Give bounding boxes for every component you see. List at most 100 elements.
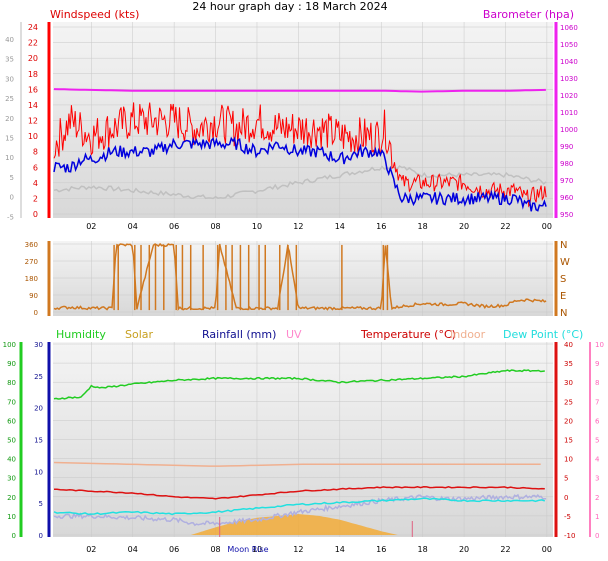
rain-tick: 20 [34,405,43,413]
direction-tick: 180 [25,275,38,283]
wind-tick: 0 [33,210,38,219]
uv-tick: 3 [595,475,599,483]
humidity-line [53,369,545,400]
legend-item: Indoor [450,328,486,341]
x-tick-label: 04 [128,545,138,554]
x-tick-label: 06 [169,222,179,231]
x-tick-label: 02 [86,545,96,554]
wind-tick: 18 [28,70,38,79]
baro-tick: 1050 [560,41,578,49]
x-tick-label: 18 [418,222,428,231]
temperature-tick: 0 [564,494,568,502]
baro-tick: 970 [560,177,573,185]
humidity-tick: 40 [7,456,16,464]
x-tick-label: 16 [376,222,386,231]
humidity-tick: 100 [3,341,16,349]
legend-item: UV [286,328,302,341]
rain-tick: 10 [34,468,43,476]
solar-area [190,514,398,535]
x-tick-label: 20 [459,222,469,231]
compass-label: N [560,240,567,251]
outer-wind-tick: 30 [5,75,14,83]
x-tick-label: 00 [542,222,552,231]
legend-item: Temperature (°C) [360,328,456,341]
baro-line [53,88,546,93]
baro-axis-label: Barometer (hpa) [483,8,574,21]
rain-tick: 30 [34,341,43,349]
wind-tick: 2 [33,194,38,203]
humidity-tick: 0 [12,532,16,540]
wind-tick: 6 [33,163,38,172]
temperature-tick: 40 [564,341,573,349]
temperature-tick: 5 [564,475,568,483]
uv-tick: 0 [595,532,599,540]
wind-gust-line [53,102,547,208]
baro-tick: 1030 [560,75,578,83]
baro-tick: 990 [560,143,573,151]
wind-axis-label: Windspeed (kts) [50,8,139,21]
outer-wind-tick: 40 [5,36,14,44]
baro-tick: 1040 [560,58,578,66]
uv-tick: 4 [595,456,600,464]
outer-wind-tick: 10 [5,154,14,162]
wind-tick: 8 [33,148,38,157]
direction-tick: 360 [25,241,38,249]
temperature-line [54,486,545,500]
wind-tick: 24 [28,23,38,32]
graph-title: 24 hour graph day : 18 March 2024 [192,0,387,13]
legend-item: Humidity [56,328,106,341]
temperature-tick: 25 [564,398,573,406]
wind-tick: 10 [28,132,38,141]
direction-line [53,242,547,312]
x-tick-label: 10 [252,545,262,554]
rain-tick: 5 [39,500,43,508]
humidity-tick: 50 [7,437,16,445]
indoor-line [53,461,541,467]
direction-tick: 270 [25,258,38,266]
humidity-tick: 60 [7,417,16,425]
x-tick-label: 08 [210,545,220,554]
uv-tick: 5 [595,437,599,445]
x-tick-label: 22 [500,545,510,554]
uv-tick: 7 [595,398,599,406]
wind-tick: 22 [28,39,38,48]
x-tick-label: 18 [418,545,428,554]
uv-grey-line [53,493,547,527]
wind-avg-line [53,136,547,212]
wind-grey-line [53,165,547,200]
humidity-tick: 80 [7,379,16,387]
temperature-tick: 10 [564,456,573,464]
outer-wind-tick: 5 [10,174,14,182]
temperature-tick: 35 [564,360,573,368]
wind-tick: 14 [28,101,38,110]
temperature-tick: 30 [564,379,573,387]
x-tick-label: 04 [128,222,138,231]
outer-wind-tick: -5 [7,213,14,221]
outer-wind-tick: 25 [5,95,14,103]
wind-tick: 12 [28,117,38,126]
outer-wind-tick: 35 [5,56,14,64]
x-tick-label: 12 [293,545,303,554]
wind-panel: 4035302520151050-52422201816141210864201… [5,8,578,231]
x-tick-label: 02 [86,222,96,231]
x-tick-label: 22 [500,222,510,231]
temperature-tick: 20 [564,417,573,425]
compass-label: W [560,257,570,268]
direction-tick: 90 [29,292,38,300]
compass-label: N [560,308,567,319]
x-tick-label: 20 [459,545,469,554]
outer-wind-tick: 15 [5,135,14,143]
x-tick-label: 14 [335,222,345,231]
x-tick-label: 16 [376,545,386,554]
wind-tick: 20 [28,54,38,63]
baro-tick: 950 [560,211,573,219]
outer-wind-tick: 0 [10,194,14,202]
uv-tick: 9 [595,360,599,368]
baro-tick: 1060 [560,24,578,32]
legend-item: Dew Point (°C) [503,328,583,341]
baro-tick: 980 [560,160,573,168]
uv-tick: 10 [595,341,604,349]
x-tick-label: 14 [335,545,345,554]
